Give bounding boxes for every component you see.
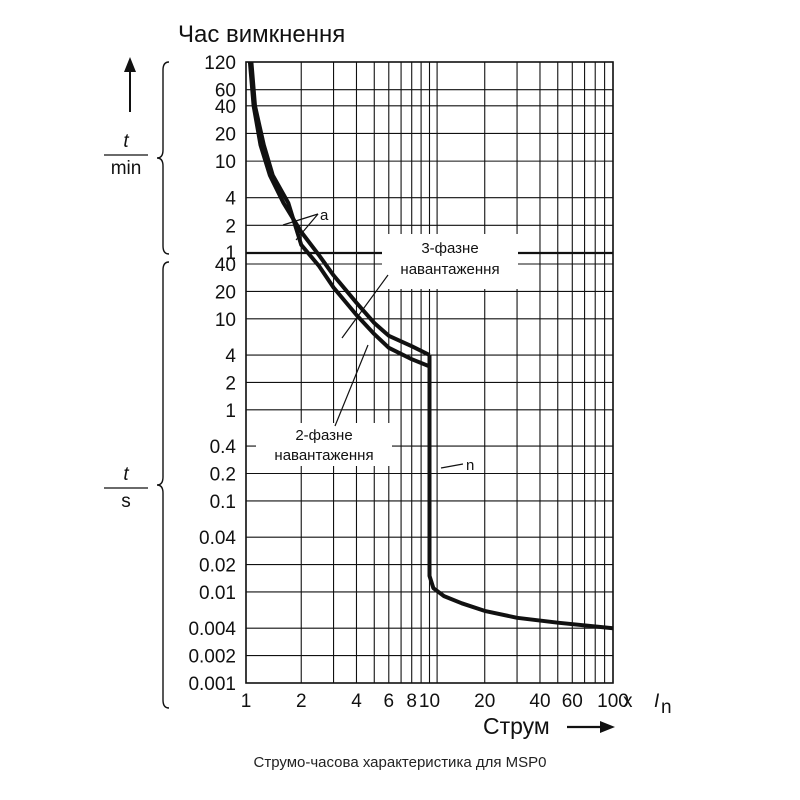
annotation-a-leader — [282, 213, 319, 226]
x-tick-label: 8 — [406, 691, 417, 712]
y-tick-label: 40 — [215, 255, 236, 276]
y-tick-label: 0.02 — [199, 556, 236, 577]
unit-seconds-bottom: s — [121, 491, 131, 512]
annotation-a: a — [320, 207, 329, 224]
annotation-2phase-line2: навантаження — [274, 447, 373, 464]
y-unit-braces — [156, 61, 170, 709]
x-tick-label: 100 — [597, 691, 629, 712]
y-tick-label: 1 — [225, 243, 236, 264]
y-tick-label: 0.04 — [199, 528, 236, 549]
y-tick-label: 4 — [225, 189, 236, 210]
series-line-2 — [249, 61, 431, 369]
x-tick-label: 1 — [241, 691, 252, 712]
y-tick-label: 4 — [225, 346, 236, 367]
x-tick-label: 60 — [562, 691, 583, 712]
x-axis-title: Струм — [483, 713, 550, 739]
annotation-3phase-bg — [382, 234, 518, 289]
annotation-n-bg — [463, 451, 483, 473]
annotation-n-leader — [440, 463, 464, 469]
y-tick-label: 0.004 — [188, 619, 236, 640]
brace-minutes — [156, 61, 170, 255]
annotation-n: n — [466, 457, 474, 474]
x-tick-label: 4 — [351, 691, 362, 712]
x-tick-label: 40 — [529, 691, 550, 712]
y-tick-label: 20 — [215, 124, 236, 145]
unit-seconds-top: t — [123, 464, 129, 485]
y-tick-label: 2 — [225, 373, 236, 394]
annotation-2phase-line1: 2-фазне — [295, 427, 352, 444]
y-axis-arrow — [124, 57, 136, 112]
y-tick-labels: 241020406012010.0010.0020.0040.010.020.0… — [188, 53, 236, 695]
y-tick-label: 1 — [225, 401, 236, 422]
annotation-3phase-line1: 3-фазне — [421, 240, 478, 257]
y-tick-label: 0.4 — [210, 437, 237, 458]
annotation-2phase-bg — [256, 423, 392, 466]
x-tick-labels: 1 2 4 6 8 10 20 40 60 100 — [241, 691, 629, 712]
chart-caption: Струмо-часова характеристика для MSP0 — [253, 754, 547, 771]
annotation-2phase-leader — [334, 344, 369, 427]
x-tick-label: 20 — [474, 691, 495, 712]
annotations: a 3-фазне навантаження 2-фазне навантаження n — [256, 207, 518, 474]
brace-seconds — [156, 261, 170, 709]
x-axis-unit-symbol: I — [654, 691, 660, 712]
unit-minutes-bottom: min — [111, 158, 142, 179]
y-tick-label: 0.001 — [188, 674, 236, 695]
x-axis-arrow-head — [600, 721, 615, 733]
y-tick-label: 60 — [215, 81, 236, 102]
annotation-3phase-line2: навантаження — [400, 261, 499, 278]
series — [247, 61, 614, 631]
x-tick-label: 2 — [296, 691, 307, 712]
annotation-a-leader — [295, 213, 319, 241]
y-tick-label: 10 — [215, 152, 236, 173]
x-axis-suffix: x — [623, 691, 633, 712]
y-tick-label: 0.01 — [199, 583, 236, 604]
x-tick-label: 10 — [419, 691, 440, 712]
y-tick-label: 40 — [215, 97, 236, 118]
y-tick-label: 0.002 — [188, 647, 236, 668]
series-line-3 — [427, 355, 614, 631]
y-tick-label: 0.2 — [210, 465, 236, 486]
x-axis-unit-subscript: n — [661, 697, 672, 718]
y-tick-label: 2 — [225, 216, 236, 237]
y-tick-label: 0.1 — [210, 492, 236, 513]
plot-frame — [245, 61, 614, 684]
grid — [245, 61, 614, 684]
unit-minutes-top: t — [123, 131, 129, 152]
series-line-1 — [247, 61, 431, 357]
x-tick-label: 6 — [384, 691, 395, 712]
y-tick-label: 20 — [215, 282, 236, 303]
y-tick-label: 120 — [204, 53, 236, 74]
chart-title: Час вимкнення — [178, 21, 345, 48]
y-tick-label: 10 — [215, 310, 236, 331]
annotation-3phase-leader — [341, 274, 389, 339]
